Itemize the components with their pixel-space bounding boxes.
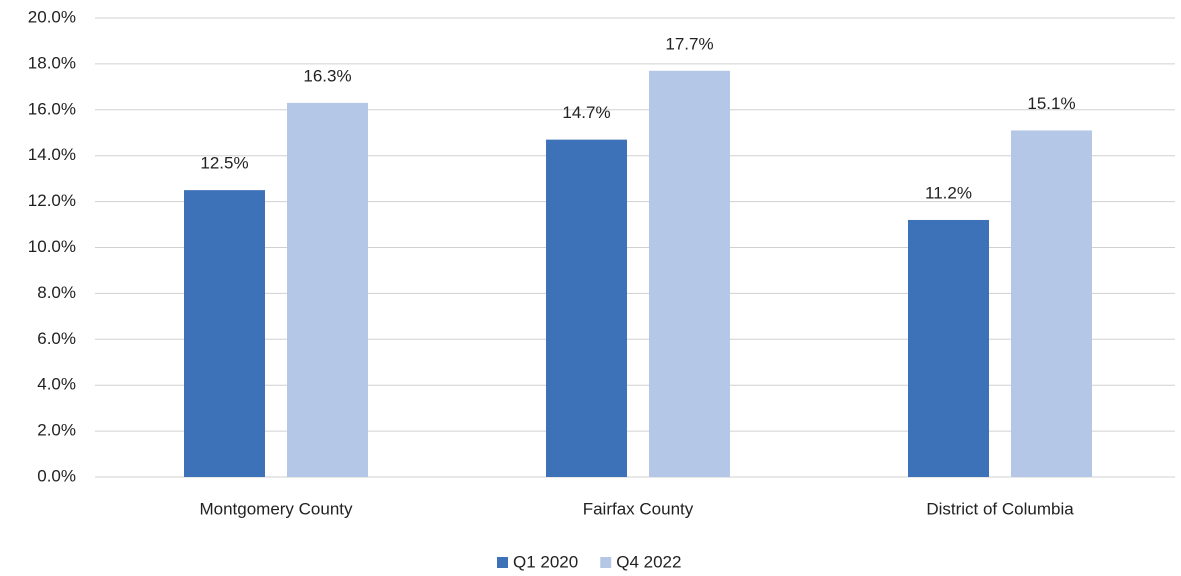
y-tick-label: 6.0% bbox=[37, 329, 76, 348]
bar bbox=[1011, 130, 1092, 477]
x-tick-label: District of Columbia bbox=[926, 499, 1074, 518]
y-tick-label: 14.0% bbox=[28, 145, 76, 164]
data-label: 11.2% bbox=[925, 183, 972, 202]
x-tick-label: Fairfax County bbox=[583, 499, 694, 518]
x-tick-label: Montgomery County bbox=[199, 499, 353, 518]
y-tick-label: 18.0% bbox=[28, 53, 76, 72]
y-tick-label: 4.0% bbox=[37, 375, 76, 394]
y-tick-label: 16.0% bbox=[28, 99, 76, 118]
y-tick-label: 20.0% bbox=[28, 7, 76, 26]
bar bbox=[908, 219, 989, 477]
bar bbox=[546, 139, 627, 477]
data-label: 16.3% bbox=[303, 66, 351, 85]
bar bbox=[649, 70, 730, 477]
data-label: 12.5% bbox=[200, 154, 248, 173]
data-label: 15.1% bbox=[1027, 94, 1075, 113]
y-tick-label: 0.0% bbox=[37, 466, 76, 485]
y-tick-label: 8.0% bbox=[37, 283, 76, 302]
legend-label: Q1 2020 bbox=[513, 552, 578, 571]
y-tick-label: 10.0% bbox=[28, 237, 76, 256]
legend-swatch bbox=[600, 557, 612, 568]
data-label: 17.7% bbox=[665, 34, 713, 53]
data-label: 14.7% bbox=[562, 103, 610, 122]
legend-swatch bbox=[497, 557, 508, 568]
bar bbox=[287, 102, 368, 477]
legend-label: Q4 2022 bbox=[616, 552, 681, 571]
bar bbox=[184, 190, 265, 477]
y-tick-label: 2.0% bbox=[37, 421, 76, 440]
y-tick-label: 12.0% bbox=[28, 191, 76, 210]
